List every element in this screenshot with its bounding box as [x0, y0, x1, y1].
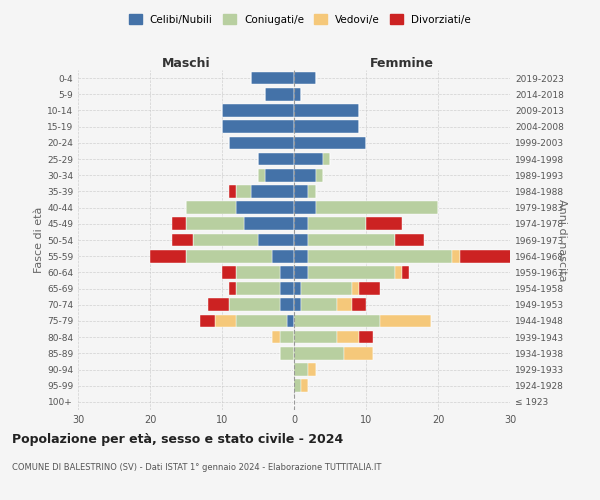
Bar	[287, 314, 294, 328]
Bar	[308, 185, 316, 198]
Bar	[294, 347, 344, 360]
Bar	[308, 363, 316, 376]
Bar	[294, 72, 316, 85]
Bar	[308, 266, 395, 278]
Bar	[258, 152, 294, 166]
Bar	[301, 282, 352, 295]
Bar	[229, 298, 280, 311]
Bar	[359, 331, 373, 344]
Bar	[244, 218, 294, 230]
Bar	[316, 202, 438, 214]
Bar	[251, 72, 294, 85]
Bar	[352, 298, 366, 311]
Bar	[395, 266, 402, 278]
Bar	[236, 202, 294, 214]
Bar	[294, 250, 308, 262]
Bar	[344, 347, 373, 360]
Bar	[272, 250, 294, 262]
Bar	[294, 169, 316, 181]
Bar	[272, 331, 280, 344]
Bar	[301, 380, 308, 392]
Bar	[280, 347, 294, 360]
Y-axis label: Anni di nascita: Anni di nascita	[557, 198, 567, 281]
Bar	[215, 314, 236, 328]
Bar	[294, 363, 308, 376]
Bar	[294, 298, 301, 311]
Bar	[200, 314, 215, 328]
Bar	[294, 120, 359, 133]
Bar	[294, 104, 359, 117]
Bar	[186, 202, 236, 214]
Bar	[395, 234, 424, 246]
Bar	[150, 250, 186, 262]
Bar	[359, 282, 380, 295]
Bar	[294, 152, 323, 166]
Bar	[366, 218, 402, 230]
Bar	[308, 250, 452, 262]
Bar	[222, 120, 294, 133]
Bar	[280, 266, 294, 278]
Bar	[352, 282, 359, 295]
Bar	[236, 266, 280, 278]
Text: Popolazione per età, sesso e stato civile - 2024: Popolazione per età, sesso e stato civil…	[12, 432, 343, 446]
Bar	[294, 266, 308, 278]
Bar	[236, 282, 280, 295]
Y-axis label: Fasce di età: Fasce di età	[34, 207, 44, 273]
Bar	[308, 218, 366, 230]
Bar	[186, 218, 244, 230]
Bar	[460, 250, 517, 262]
Bar	[294, 136, 366, 149]
Bar	[186, 250, 272, 262]
Bar	[294, 314, 380, 328]
Bar	[380, 314, 431, 328]
Bar	[316, 169, 323, 181]
Text: Femmine: Femmine	[370, 57, 434, 70]
Bar	[265, 88, 294, 101]
Bar	[172, 218, 186, 230]
Bar	[308, 234, 395, 246]
Bar	[229, 282, 236, 295]
Bar	[301, 298, 337, 311]
Bar	[337, 298, 352, 311]
Bar	[294, 88, 301, 101]
Bar	[294, 282, 301, 295]
Bar	[258, 169, 265, 181]
Bar	[294, 185, 308, 198]
Text: Maschi: Maschi	[161, 57, 211, 70]
Bar	[452, 250, 460, 262]
Bar	[294, 234, 308, 246]
Bar	[294, 202, 316, 214]
Bar	[236, 185, 251, 198]
Bar	[294, 380, 301, 392]
Legend: Celibi/Nubili, Coniugati/e, Vedovi/e, Divorziati/e: Celibi/Nubili, Coniugati/e, Vedovi/e, Di…	[125, 10, 475, 29]
Bar	[280, 331, 294, 344]
Bar	[280, 282, 294, 295]
Bar	[208, 298, 229, 311]
Bar	[236, 314, 287, 328]
Bar	[172, 234, 193, 246]
Bar	[222, 266, 236, 278]
Bar	[294, 331, 337, 344]
Bar	[337, 331, 359, 344]
Bar	[229, 185, 236, 198]
Bar	[402, 266, 409, 278]
Bar	[280, 298, 294, 311]
Bar	[193, 234, 258, 246]
Bar	[229, 136, 294, 149]
Bar	[251, 185, 294, 198]
Bar	[222, 104, 294, 117]
Bar	[265, 169, 294, 181]
Text: COMUNE DI BALESTRINO (SV) - Dati ISTAT 1° gennaio 2024 - Elaborazione TUTTITALIA: COMUNE DI BALESTRINO (SV) - Dati ISTAT 1…	[12, 462, 382, 471]
Bar	[294, 218, 308, 230]
Bar	[323, 152, 330, 166]
Bar	[258, 234, 294, 246]
